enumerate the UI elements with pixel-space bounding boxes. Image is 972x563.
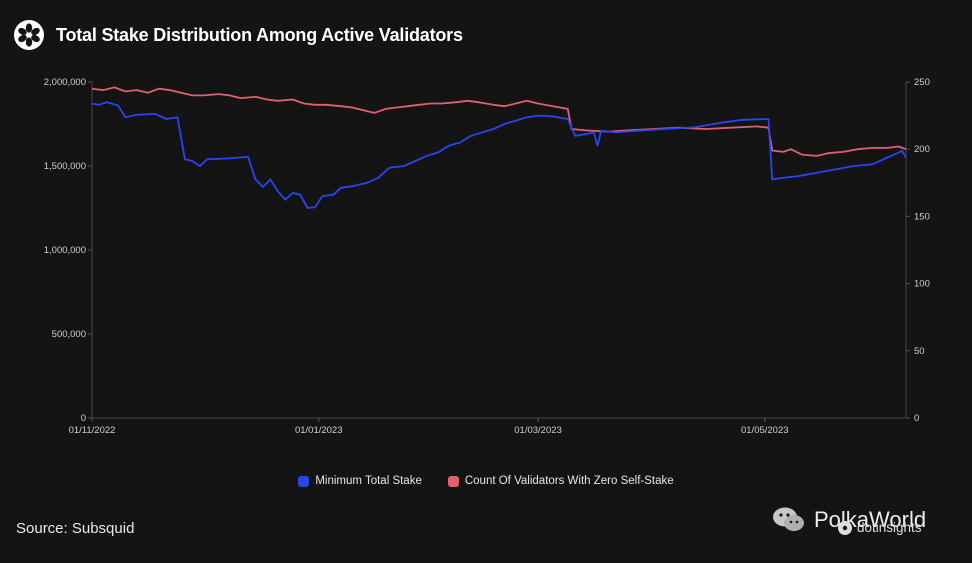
x-tick-label: 01/03/2023 — [514, 425, 562, 436]
y-tick-label-left: 0 — [81, 413, 86, 424]
series-line-minimum-total-stake — [91, 101, 907, 209]
series-line-zero-self-stake — [91, 86, 907, 157]
y-tick-label-left: 1,000,000 — [44, 245, 86, 256]
legend-item-minimum-total-stake[interactable]: Minimum Total Stake — [298, 475, 422, 487]
y-tick-label-right: 250 — [914, 77, 930, 88]
x-tick-label: 01/11/2022 — [69, 425, 116, 436]
brand-text: dotinsights — [857, 520, 922, 535]
y-tick-label-right: 200 — [914, 144, 930, 155]
x-tick-label: 01/05/2023 — [741, 425, 789, 436]
wechat-icon — [773, 507, 804, 531]
brand-mark: dotinsights — [838, 520, 922, 535]
flower-icon — [838, 520, 852, 535]
source-note: Source: Subsquid — [16, 520, 135, 537]
y-tick-label-left: 1,500,000 — [44, 161, 86, 172]
chart-title: Total Stake Distribution Among Active Va… — [56, 24, 463, 45]
line-chart: 0 500,000 1,000,000 1,500,000 2,000,000 0 50 10… — [44, 77, 930, 436]
y-tick-label-right: 150 — [914, 211, 930, 222]
legend-label: Count Of Validators With Zero Self-Stake — [464, 475, 674, 487]
chart-legend: Minimum Total Stake Count Of Validators … — [0, 475, 972, 487]
legend-item-zero-self-stake[interactable]: Count Of Validators With Zero Self-Stake — [447, 475, 674, 487]
watermark-text: PolkaWorld — [814, 507, 927, 532]
y-tick-label-left: 2,000,000 — [44, 77, 86, 88]
y-tick-label-left: 500,000 — [52, 329, 86, 340]
flower-icon — [14, 20, 44, 50]
y-tick-label-right: 50 — [914, 346, 925, 357]
chart-header: Total Stake Distribution Among Active Va… — [14, 20, 463, 50]
legend-label: Minimum Total Stake — [315, 475, 422, 487]
x-tick-label: 01/01/2023 — [295, 425, 343, 436]
legend-swatch — [447, 475, 459, 487]
watermark: PolkaWorld — [772, 506, 926, 534]
legend-swatch — [298, 475, 310, 487]
y-tick-label-right: 0 — [914, 413, 919, 424]
y-tick-label-right: 100 — [914, 279, 930, 290]
